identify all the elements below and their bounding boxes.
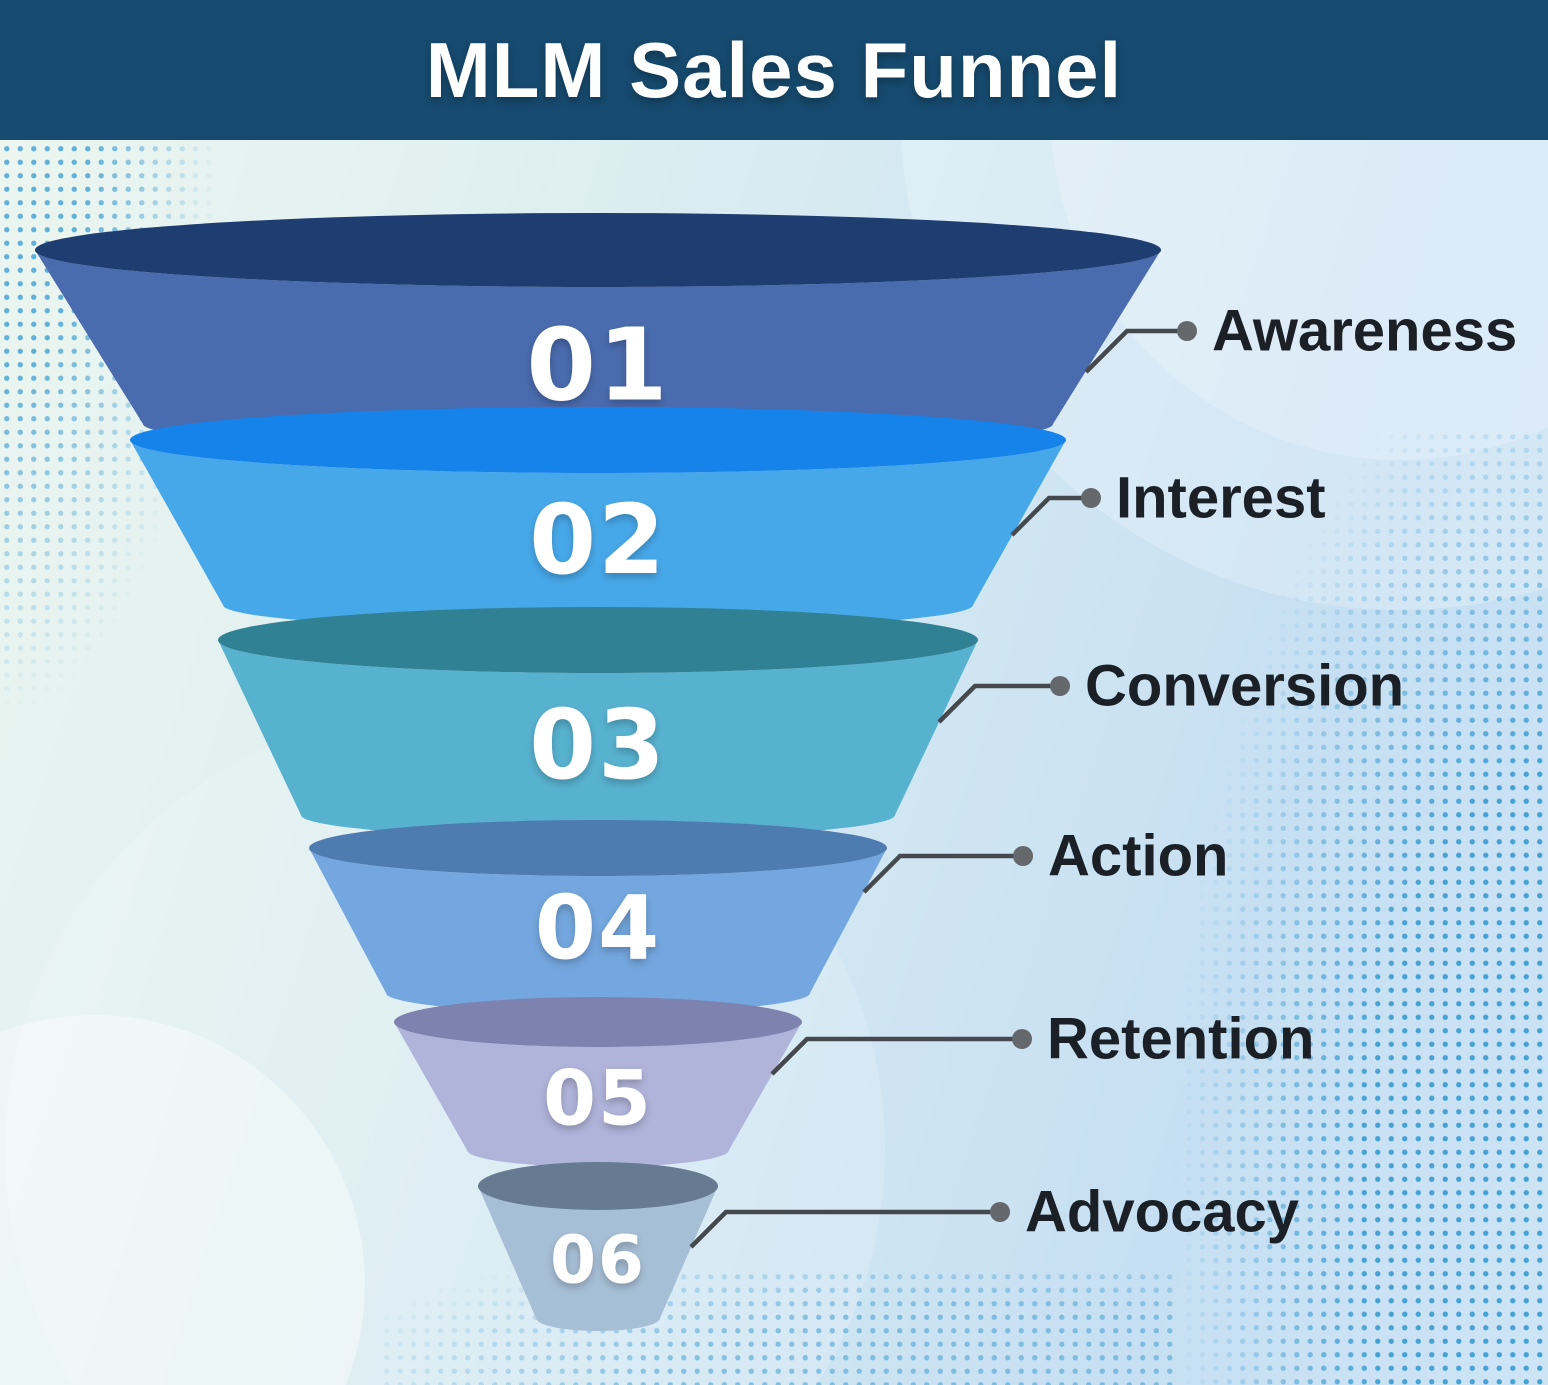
connector-dot-1 (1177, 321, 1197, 341)
stage-number-4: 04 (535, 877, 661, 980)
funnel-stage-5-top-ellipse (394, 997, 802, 1047)
stage-number-6: 06 (550, 1222, 646, 1299)
connector-line-3 (937, 683, 1051, 724)
stage-number-1: 01 (526, 307, 669, 424)
funnel-stage-6-top-ellipse (478, 1162, 718, 1210)
connector-dot-2 (1081, 488, 1101, 508)
funnel-stage-1-body (35, 250, 1161, 451)
connector-dot-5 (1012, 1029, 1032, 1049)
stage-label-action: Action (1048, 824, 1228, 889)
stage-label-advocacy: Advocacy (1025, 1180, 1299, 1245)
funnel-stage-4-body (309, 848, 887, 1013)
connector-line-6 (689, 1209, 991, 1249)
connector-line-4 (862, 853, 1014, 894)
funnel-stage-2-body (130, 440, 1066, 630)
stage-number-3: 03 (529, 689, 667, 801)
stage-label-retention: Retention (1047, 1007, 1314, 1072)
stage-label-conversion: Conversion (1085, 654, 1404, 719)
stage-number-5: 05 (543, 1054, 653, 1143)
connector-line-1 (1084, 328, 1178, 374)
connector-line-5 (770, 1036, 1013, 1076)
stage-number-2: 02 (529, 484, 667, 596)
connector-dot-6 (990, 1202, 1010, 1222)
connector-dot-3 (1050, 676, 1070, 696)
funnel-stage-2-top-ellipse (130, 407, 1066, 473)
title-bar: MLM Sales Funnel (0, 0, 1548, 140)
connector-line-2 (1010, 495, 1082, 537)
funnel-stage-5-body (394, 1022, 802, 1167)
funnel-stage-4-top-ellipse (309, 820, 887, 876)
stage-label-interest: Interest (1116, 466, 1326, 531)
funnel-stage-3-body (218, 640, 978, 838)
funnel-stage-1-top-ellipse (35, 213, 1161, 287)
funnel-stage-3-top-ellipse (218, 607, 978, 673)
page-title: MLM Sales Funnel (425, 25, 1123, 114)
connector-dot-4 (1013, 846, 1033, 866)
stage-label-awareness: Awareness (1212, 299, 1517, 364)
